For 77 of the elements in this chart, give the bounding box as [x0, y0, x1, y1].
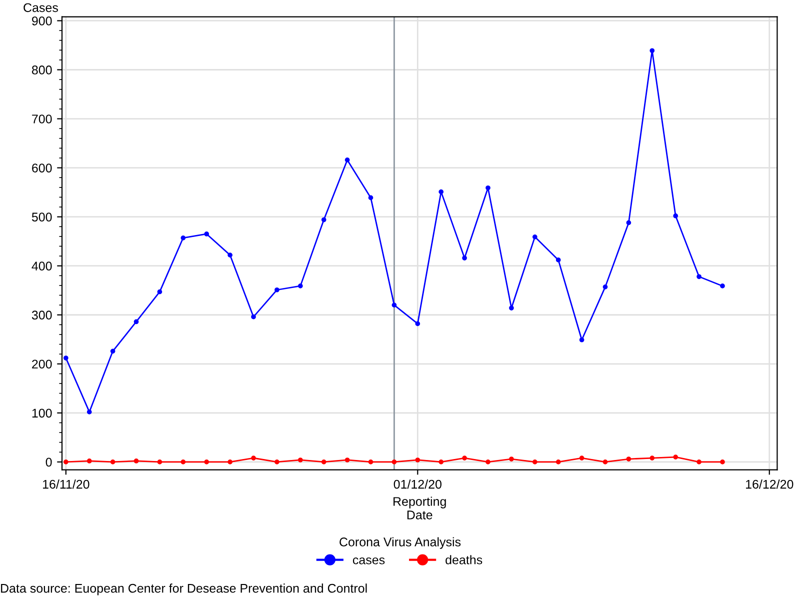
point	[274, 460, 280, 464]
point	[251, 456, 256, 460]
point	[696, 460, 702, 464]
point	[63, 356, 68, 360]
point	[673, 454, 678, 460]
point	[626, 456, 632, 462]
y-tick-label: 500	[32, 212, 52, 222]
point	[86, 458, 92, 464]
point	[180, 235, 186, 240]
point	[86, 410, 92, 414]
point	[298, 284, 303, 288]
point	[204, 232, 210, 236]
point	[486, 185, 490, 190]
legend-label: deaths	[446, 555, 482, 564]
y-tick-label: 100	[32, 408, 52, 418]
legend-label: cases	[352, 557, 385, 564]
point	[157, 460, 162, 464]
point	[110, 460, 116, 464]
x-tick-label: 01/12/20	[394, 480, 442, 489]
point	[368, 460, 374, 464]
point	[720, 460, 725, 464]
y-tick-label: 900	[32, 16, 52, 26]
point	[602, 284, 608, 290]
y-tick-label: 300	[32, 310, 52, 320]
point	[415, 458, 420, 462]
x-tick-label: 16/11/20	[42, 480, 90, 489]
y-tick-label: 800	[32, 66, 52, 74]
point	[110, 348, 116, 354]
point	[344, 458, 350, 462]
point	[63, 460, 68, 464]
point	[180, 460, 186, 464]
point	[696, 274, 702, 280]
point	[415, 321, 420, 326]
point	[579, 337, 584, 342]
x-axis-title: Reporting Date	[394, 496, 446, 520]
source-note: Data source: Euopean Center for Desease Prevention and Control	[1, 584, 367, 596]
point	[673, 213, 678, 218]
x-tick-label: 16/12/20	[746, 480, 794, 489]
point	[462, 456, 467, 460]
point	[532, 460, 538, 464]
legend-title: Corona Virus Analysis	[340, 537, 461, 549]
point	[321, 217, 326, 222]
point	[438, 189, 444, 194]
point	[344, 158, 350, 162]
point	[579, 456, 584, 460]
point	[650, 48, 655, 54]
point	[509, 456, 514, 462]
point	[251, 314, 256, 320]
y-tick-label: 700	[32, 114, 52, 124]
point	[298, 458, 303, 462]
point	[228, 252, 232, 258]
y-tick-label: 0	[46, 458, 52, 467]
point	[509, 306, 514, 310]
point	[228, 460, 232, 464]
point	[321, 460, 326, 464]
point	[368, 195, 374, 200]
y-axis-title: Cases	[24, 3, 58, 12]
point	[486, 460, 490, 464]
point	[438, 460, 444, 464]
point	[626, 220, 632, 226]
point	[392, 302, 397, 308]
point	[157, 289, 162, 294]
point	[274, 287, 280, 292]
point	[462, 256, 467, 260]
point	[134, 458, 139, 464]
point	[602, 460, 608, 464]
point	[392, 460, 397, 464]
y-tick-label: 200	[32, 360, 52, 369]
y-tick-label: 400	[32, 262, 52, 271]
point	[556, 460, 561, 464]
point	[134, 319, 139, 324]
point	[650, 456, 655, 460]
point	[204, 460, 210, 464]
point	[556, 258, 561, 262]
point	[532, 234, 538, 240]
point	[720, 284, 725, 288]
y-tick-label: 600	[32, 164, 52, 172]
